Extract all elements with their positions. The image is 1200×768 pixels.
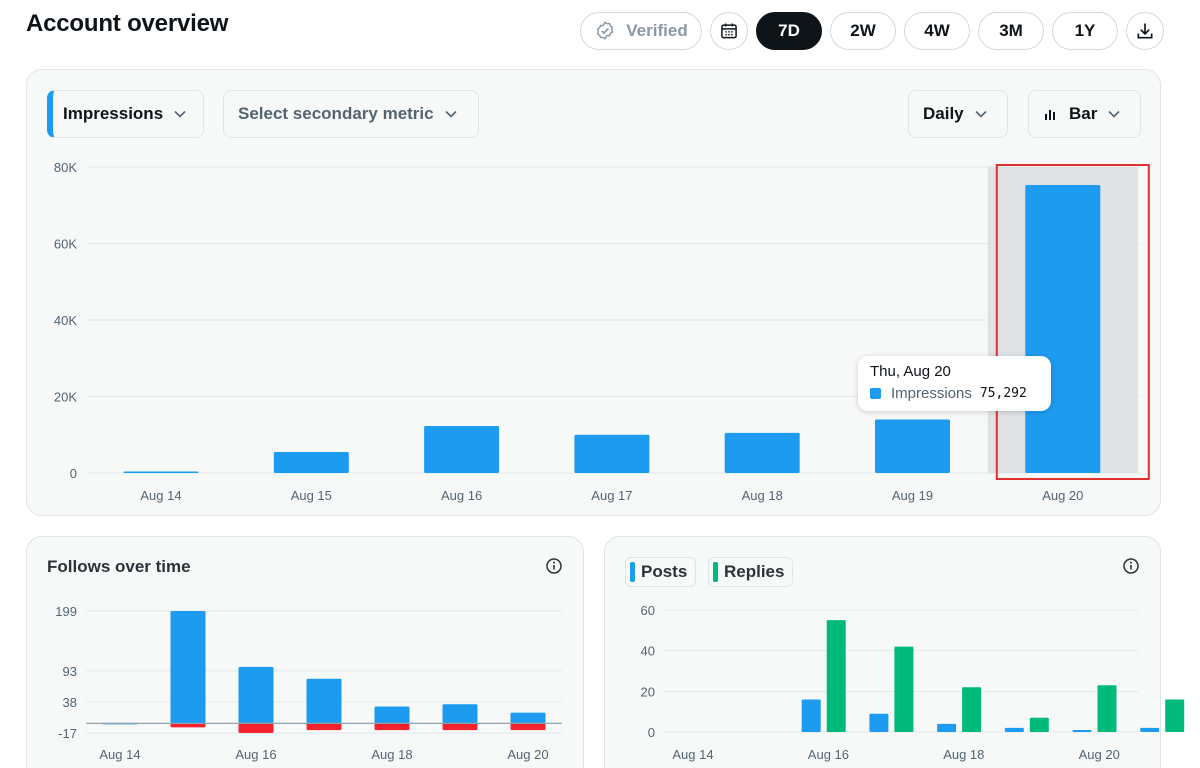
tooltip-swatch xyxy=(870,388,881,399)
chevron-down-icon xyxy=(1108,110,1120,118)
bar-chart-icon xyxy=(1045,110,1055,120)
interval-label: Daily xyxy=(923,104,964,123)
interval-select[interactable]: Daily xyxy=(908,90,1008,138)
top-controls: Verified 7D 2W 4W 3M 1Y xyxy=(580,12,1164,50)
verified-badge-icon xyxy=(597,21,614,40)
secondary-metric-select[interactable]: Select secondary metric xyxy=(223,90,479,138)
legend-replies-label: Replies xyxy=(724,562,785,581)
verified-filter-button[interactable]: Verified xyxy=(580,12,702,50)
highlight-box xyxy=(995,164,1150,480)
impressions-bar xyxy=(424,425,500,473)
chevron-down-icon xyxy=(445,110,457,118)
chart-type-select[interactable]: Bar xyxy=(1028,90,1141,138)
y-tick-label: 20K xyxy=(54,390,77,405)
y-tick-label: 0 xyxy=(70,466,77,481)
y-tick-label: 60K xyxy=(54,237,77,252)
impressions-bar xyxy=(724,432,800,473)
follows-card: Follows over time xyxy=(26,536,584,768)
range-2w-button[interactable]: 2W xyxy=(830,12,896,50)
tooltip-date: Thu, Aug 20 xyxy=(870,363,951,380)
impressions-bar xyxy=(273,451,349,473)
download-icon xyxy=(1137,23,1153,39)
x-tick-label: Aug 15 xyxy=(291,488,332,503)
calendar-button[interactable] xyxy=(710,12,748,50)
legend-posts[interactable]: Posts xyxy=(625,557,697,587)
x-tick-label: Aug 14 xyxy=(140,488,181,503)
impressions-bar xyxy=(875,419,950,473)
chevron-down-icon xyxy=(975,110,987,118)
tooltip-value: 75,292 xyxy=(979,386,1027,401)
page-title: Account overview xyxy=(26,10,229,37)
tooltip-metric: Impressions xyxy=(891,385,972,402)
info-icon[interactable] xyxy=(1122,557,1140,575)
x-tick-label: Aug 20 xyxy=(1042,488,1083,503)
impressions-bar xyxy=(574,434,650,473)
replies-swatch xyxy=(713,562,718,582)
impressions-bar xyxy=(123,471,199,473)
x-tick-label: Aug 18 xyxy=(742,488,783,503)
x-tick-label: Aug 19 xyxy=(892,488,933,503)
chart-type-label: Bar xyxy=(1069,104,1098,123)
primary-metric-select[interactable]: Impressions xyxy=(47,90,204,138)
chevron-down-icon xyxy=(174,110,186,118)
range-7d-button[interactable]: 7D xyxy=(756,12,822,50)
verified-label: Verified xyxy=(626,21,688,40)
primary-metric-label: Impressions xyxy=(63,104,164,123)
x-tick-label: Aug 16 xyxy=(441,488,482,503)
range-3m-button[interactable]: 3M xyxy=(978,12,1044,50)
secondary-metric-label: Select secondary metric xyxy=(238,104,434,123)
legend-replies[interactable]: Replies xyxy=(708,557,794,587)
posts-replies-card: Posts Replies xyxy=(604,536,1161,768)
y-tick-label: 40K xyxy=(54,313,77,328)
download-button[interactable] xyxy=(1126,12,1164,50)
follows-card-title: Follows over time xyxy=(47,557,191,576)
range-4w-button[interactable]: 4W xyxy=(904,12,970,50)
calendar-icon xyxy=(721,23,737,39)
legend-posts-label: Posts xyxy=(641,562,688,581)
y-tick-label: 80K xyxy=(54,160,77,175)
impressions-bar xyxy=(1025,185,1101,473)
range-1y-button[interactable]: 1Y xyxy=(1052,12,1118,50)
x-tick-label: Aug 17 xyxy=(591,488,632,503)
posts-swatch xyxy=(630,562,635,582)
chart-tooltip: Thu, Aug 20 Impressions 75,292 xyxy=(858,356,1051,411)
info-icon[interactable] xyxy=(545,557,563,575)
